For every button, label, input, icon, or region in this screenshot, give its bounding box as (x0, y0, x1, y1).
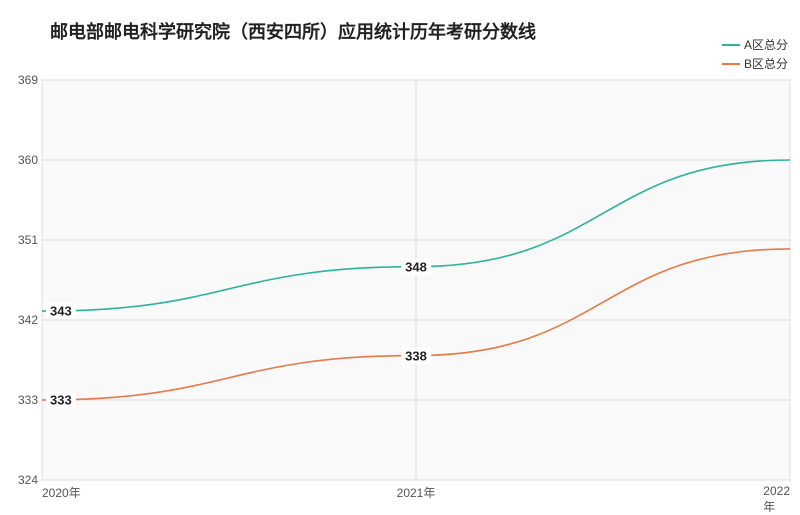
legend: A区总分 B区总分 (722, 36, 788, 74)
y-tick-label: 342 (2, 313, 38, 327)
data-point-label: 360 (796, 152, 800, 169)
data-point-label: 348 (401, 258, 431, 275)
data-point-label: 343 (46, 303, 76, 320)
legend-item-a: A区总分 (722, 36, 788, 53)
legend-item-b: B区总分 (722, 55, 788, 72)
legend-label-a: A区总分 (744, 36, 788, 53)
plot-svg (42, 80, 790, 480)
chart-title: 邮电部邮电科学研究院（西安四所）应用统计历年考研分数线 (50, 18, 536, 44)
x-tick-label: 2020年 (42, 484, 81, 501)
x-tick-label: 2021年 (397, 484, 436, 501)
y-tick-label: 351 (2, 233, 38, 247)
y-tick-label: 360 (2, 153, 38, 167)
y-tick-label: 324 (2, 473, 38, 487)
legend-swatch-a (722, 44, 740, 46)
legend-label-b: B区总分 (744, 55, 788, 72)
legend-swatch-b (722, 63, 740, 65)
chart-container: 邮电部邮电科学研究院（西安四所）应用统计历年考研分数线 A区总分 B区总分 32… (0, 0, 800, 500)
y-tick-label: 333 (2, 393, 38, 407)
y-tick-label: 369 (2, 73, 38, 87)
data-point-label: 338 (401, 347, 431, 364)
data-point-label: 350 (796, 240, 800, 257)
data-point-label: 333 (46, 392, 76, 409)
plot-area: 3243333423513603692020年2021年2022年3433483… (42, 80, 790, 480)
